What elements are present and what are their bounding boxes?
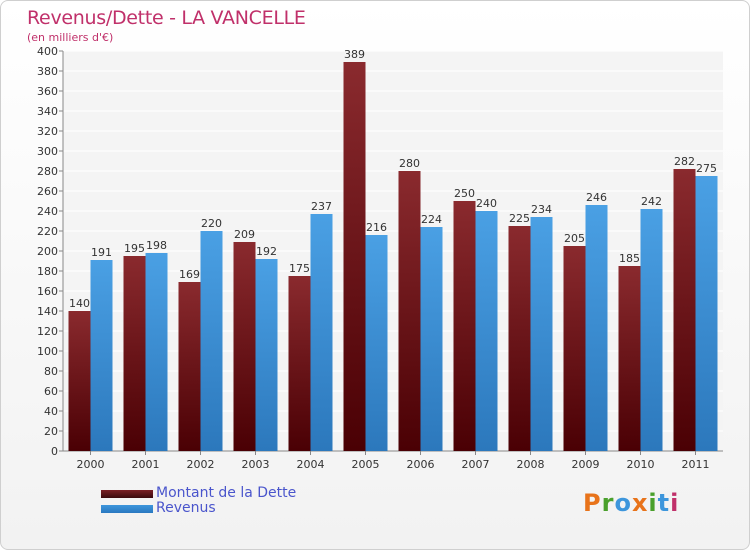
y-tick-label: 260 [37,185,58,198]
bar-dette [68,311,91,451]
data-label: 275 [696,162,717,175]
legend-swatch-revenus [101,505,153,513]
legend-label-revenus: Revenus [156,500,216,516]
y-tick-label: 0 [51,445,58,458]
x-tick-label: 2001 [132,458,160,471]
data-label: 195 [124,242,145,255]
logo-letter: i [648,489,658,517]
data-label: 242 [641,195,662,208]
bar-dette [233,242,256,451]
y-tick-label: 240 [37,205,58,218]
y-tick-label: 400 [37,45,58,58]
bar-revenus [420,227,443,451]
data-label: 237 [311,200,332,213]
y-tick-label: 80 [44,365,58,378]
bar-revenus [640,209,663,451]
bar-revenus [145,253,168,451]
bar-dette [398,171,421,451]
y-tick-label: 360 [37,85,58,98]
data-label: 192 [256,245,277,258]
data-label: 240 [476,197,497,210]
x-tick-label: 2010 [627,458,655,471]
data-label: 250 [454,187,475,200]
bar-revenus [585,205,608,451]
legend-swatch-dette [101,490,153,498]
y-tick-label: 380 [37,65,58,78]
bar-dette [343,62,366,451]
bar-dette [508,226,531,451]
data-label: 234 [531,203,552,216]
x-tick-label: 2002 [187,458,215,471]
data-label: 246 [586,191,607,204]
data-label: 169 [179,268,200,281]
bar-dette [453,201,476,451]
data-label: 389 [344,48,365,61]
x-tick-label: 2008 [517,458,545,471]
bar-dette [563,246,586,451]
bar-revenus [200,231,223,451]
data-label: 224 [421,213,442,226]
bar-dette [618,266,641,451]
logo-letter: i [670,489,680,517]
bar-dette [123,256,146,451]
data-label: 185 [619,252,640,265]
bar-dette [178,282,201,451]
bar-revenus [475,211,498,451]
y-tick-label: 140 [37,305,58,318]
logo-letter: t [657,489,671,517]
x-tick-label: 2004 [297,458,325,471]
legend-label-dette: Montant de la Dette [156,485,297,501]
data-label: 216 [366,221,387,234]
y-tick-label: 20 [44,425,58,438]
bar-revenus [530,217,553,451]
logo-letter: P [583,489,602,517]
x-tick-label: 2000 [77,458,105,471]
data-label: 140 [69,297,90,310]
x-tick-label: 2007 [462,458,490,471]
data-label: 220 [201,217,222,230]
y-tick-label: 280 [37,165,58,178]
chart-subtitle: (en milliers d'€) [27,31,114,44]
bar-revenus [90,260,113,451]
y-tick-label: 160 [37,285,58,298]
logo-letter: x [631,489,649,517]
bar-revenus [310,214,333,451]
proxiti-logo: Proxiti [583,489,679,517]
bar-dette [673,169,696,451]
y-tick-label: 120 [37,325,58,338]
y-tick-label: 300 [37,145,58,158]
logo-letter: r [601,489,615,517]
x-tick-label: 2006 [407,458,435,471]
data-label: 282 [674,155,695,168]
y-tick-label: 180 [37,265,58,278]
data-label: 191 [91,246,112,259]
y-tick-label: 100 [37,345,58,358]
data-label: 205 [564,232,585,245]
data-label: 280 [399,157,420,170]
y-tick-label: 340 [37,105,58,118]
x-tick-label: 2011 [682,458,710,471]
bar-dette [288,276,311,451]
bar-revenus [365,235,388,451]
chart-title: Revenus/Dette - LA VANCELLE [27,7,306,29]
data-label: 198 [146,239,167,252]
y-tick-label: 40 [44,405,58,418]
y-tick-label: 220 [37,225,58,238]
x-tick-label: 2005 [352,458,380,471]
y-tick-label: 320 [37,125,58,138]
y-tick-label: 60 [44,385,58,398]
data-label: 209 [234,228,255,241]
x-tick-label: 2009 [572,458,600,471]
data-label: 225 [509,212,530,225]
bar-revenus [695,176,718,451]
bar-revenus [255,259,278,451]
y-tick-label: 200 [37,245,58,258]
data-label: 175 [289,262,310,275]
logo-letter: o [614,489,632,517]
x-tick-label: 2003 [242,458,270,471]
